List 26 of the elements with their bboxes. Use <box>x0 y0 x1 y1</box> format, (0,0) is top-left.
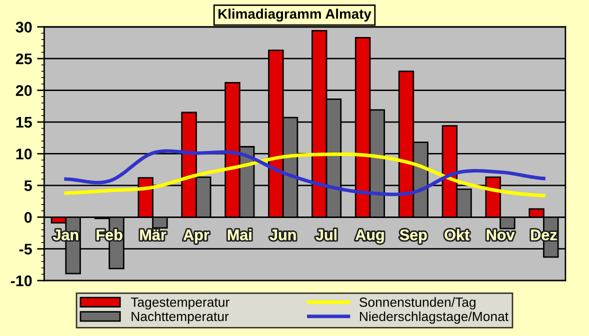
legend-label: Sonnenstunden/Tag <box>360 297 476 310</box>
legend-label: Nachttemperatur <box>132 311 229 324</box>
x-tick-label: Sep <box>400 229 427 244</box>
y-tick-label: -10 <box>10 275 32 286</box>
y-tick-label: 25 <box>16 53 32 64</box>
y-tick-label: 10 <box>16 148 32 160</box>
chart-title: Klimadiagramm Almaty <box>218 8 372 22</box>
legend-label: Tagestemperatur <box>130 298 230 310</box>
x-tick-label: Jun <box>270 230 296 240</box>
y-tick-label: 30 <box>16 22 32 33</box>
y-tick-label: 5 <box>24 180 32 192</box>
y-tick-label: 0 <box>24 212 32 223</box>
x-tick-label: Mai <box>228 229 252 240</box>
x-tick-label: Jul <box>316 229 336 240</box>
x-tick-label: Feb <box>96 229 122 240</box>
legend-label: Niederschlagstage/Monat <box>360 311 508 324</box>
y-tick-label: 20 <box>16 85 32 96</box>
x-tick-label: Dez <box>531 230 557 240</box>
x-tick-label: Okt <box>444 229 470 240</box>
x-tick-label: Jan <box>52 230 78 240</box>
y-tick-label: 15 <box>16 117 32 128</box>
y-tick-label: -5 <box>19 244 32 255</box>
x-tick-label: Aug <box>355 230 384 244</box>
x-tick-label: Nov <box>486 230 515 240</box>
x-tick-label: Mär <box>140 230 166 240</box>
x-tick-label: Apr <box>183 230 210 244</box>
